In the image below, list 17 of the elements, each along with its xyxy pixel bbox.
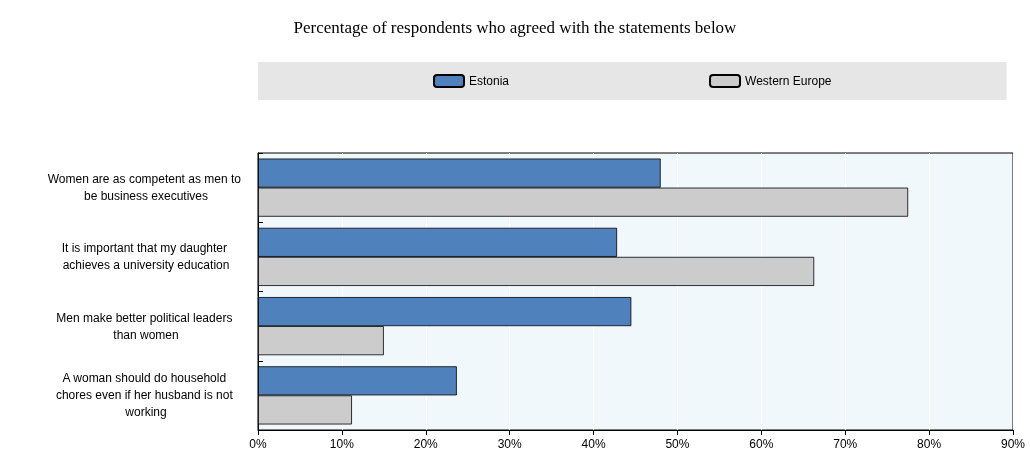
y-tick-label: Men make better political leaders than women xyxy=(56,310,236,342)
x-tick-label: 80% xyxy=(917,437,942,450)
x-tick-label: 90% xyxy=(1000,437,1026,450)
x-tick-label: 40% xyxy=(581,437,606,450)
y-tick-label: A woman should do household chores even if her husband is not working xyxy=(55,371,237,420)
x-tick-label: 0% xyxy=(249,437,267,450)
x-tick-label: 50% xyxy=(665,437,690,450)
chart-title: Percentage of respondents who agreed with the statements below xyxy=(293,18,738,37)
legend-label: Estonia xyxy=(469,74,510,88)
y-tick-label: It is important that my daughter achieves a university education xyxy=(61,241,231,273)
x-tick-label: 20% xyxy=(413,437,439,450)
legend-label: Western Europe xyxy=(745,74,832,88)
x-tick-label: 60% xyxy=(749,437,774,450)
x-tick-label: 70% xyxy=(833,437,858,450)
x-tick-label: 30% xyxy=(497,437,522,450)
x-tick-label: 10% xyxy=(329,437,355,450)
y-tick-label: Women are as competent as men to be business executives xyxy=(47,172,245,204)
